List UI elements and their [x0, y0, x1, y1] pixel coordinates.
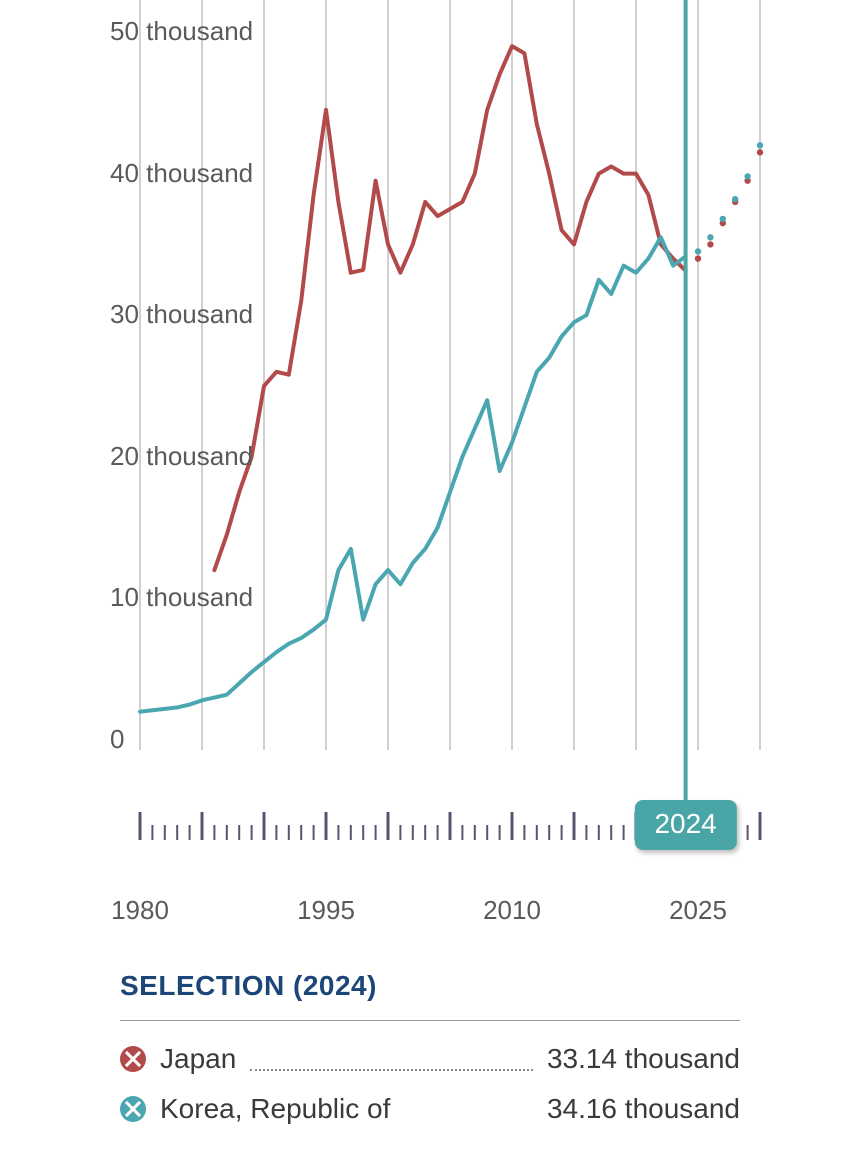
divider	[120, 1020, 740, 1021]
legend-row[interactable]: Japan 33.14 thousand	[120, 1043, 740, 1075]
year-cursor-label: 2024	[654, 808, 716, 839]
y-tick-label: 10 thousand	[110, 582, 253, 613]
x-tick-label: 2010	[483, 895, 541, 926]
legend-series-name: Japan	[160, 1043, 236, 1075]
selection-panel: SELECTION (2024) Japan 33.14 thousand Kore…	[120, 970, 740, 1143]
x-tick-label: 1995	[297, 895, 355, 926]
y-tick-label: 50 thousand	[110, 16, 253, 47]
y-tick-label: 0	[110, 724, 124, 755]
x-tick-label: 1980	[111, 895, 169, 926]
legend-leader-dots	[404, 1098, 533, 1120]
legend-series-name: Korea, Republic of	[160, 1093, 390, 1125]
legend-series-value: 34.16 thousand	[547, 1093, 740, 1125]
legend-leader-dots	[250, 1047, 533, 1071]
legend-marker-icon	[120, 1046, 146, 1072]
selection-title: SELECTION (2024)	[120, 970, 740, 1002]
legend-marker-icon	[120, 1096, 146, 1122]
x-tick-label: 2025	[669, 895, 727, 926]
y-tick-label: 30 thousand	[110, 299, 253, 330]
legend-series-value: 33.14 thousand	[547, 1043, 740, 1075]
year-cursor-badge[interactable]: 2024	[634, 800, 736, 850]
legend-row[interactable]: Korea, Republic of 34.16 thousand	[120, 1093, 740, 1125]
y-tick-label: 40 thousand	[110, 158, 253, 189]
y-tick-label: 20 thousand	[110, 441, 253, 472]
